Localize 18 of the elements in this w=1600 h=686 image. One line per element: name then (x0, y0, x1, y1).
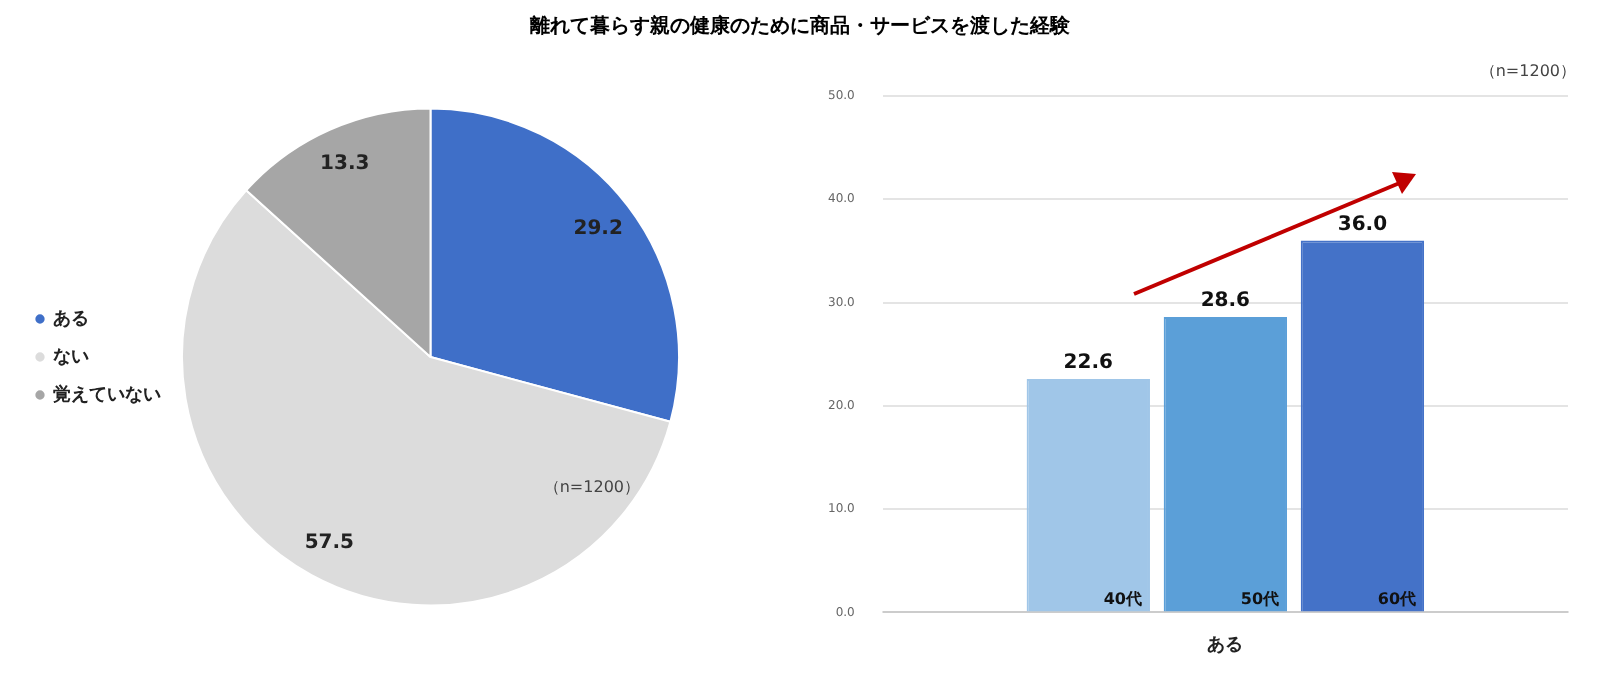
data-label: 29.2 (573, 217, 623, 240)
legend-label: ある (53, 309, 89, 330)
legend-label: ない (53, 347, 89, 368)
data-label: 28.6 (1200, 290, 1251, 313)
text: 離れて暮らす親の健康のために商品・サービスを渡した経験 (528, 16, 1072, 42)
series-label: 40代 (1103, 589, 1142, 608)
data-label: 13.3 (320, 153, 370, 176)
bar (1163, 317, 1288, 612)
data-label: 36.0 (1337, 213, 1388, 236)
data-label: 57.5 (304, 531, 355, 554)
text: （n=1200） (543, 478, 640, 496)
series-label: 60代 (1377, 589, 1417, 608)
text: （n=1200） (1479, 62, 1576, 80)
bar (1026, 378, 1150, 612)
data-label: 22.6 (1063, 352, 1114, 375)
bar (1300, 240, 1425, 612)
series-label: 50代 (1240, 589, 1280, 608)
legend-label: 覚えていない (53, 383, 161, 406)
